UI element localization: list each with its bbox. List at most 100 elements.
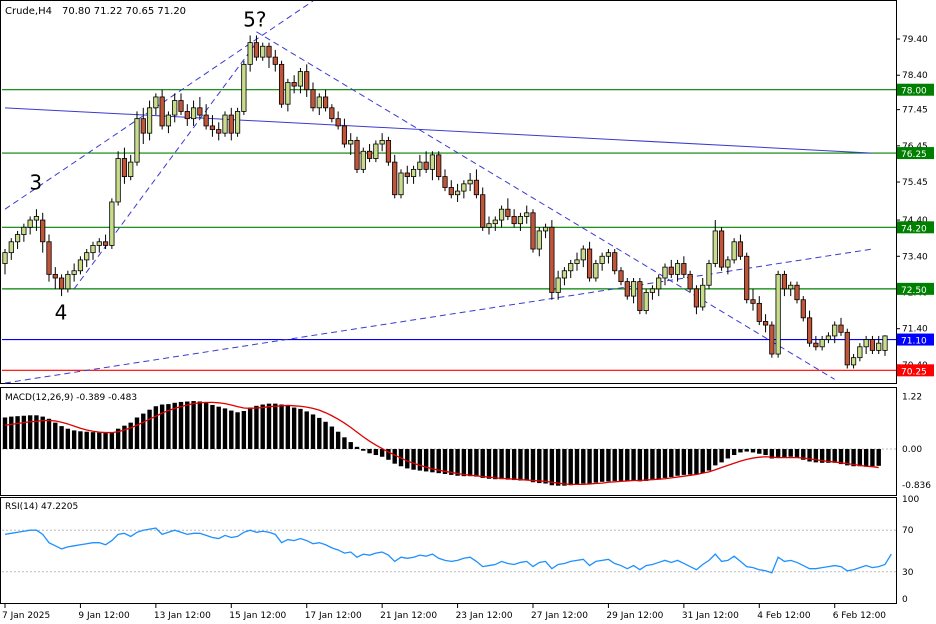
candle-body xyxy=(674,263,681,275)
level-label-box xyxy=(897,221,934,234)
macd-histogram-bar xyxy=(574,448,580,485)
candle-body xyxy=(750,299,756,304)
candle-body xyxy=(121,158,128,178)
time-tick-label: 7 Jan 2025 xyxy=(2,611,50,621)
macd-histogram-bar xyxy=(618,448,624,481)
macd-histogram-bar xyxy=(392,448,397,464)
time-tick-label: 15 Jan 12:00 xyxy=(229,611,286,621)
macd-histogram-bar xyxy=(763,448,768,456)
candle-body xyxy=(222,114,228,134)
candle-body xyxy=(706,263,712,286)
macd-histogram-bar xyxy=(291,407,297,449)
macd-histogram-bar xyxy=(788,448,793,457)
candle-body xyxy=(203,114,209,127)
candle-body xyxy=(146,107,153,134)
time-tick-label: 9 Jan 12:00 xyxy=(78,611,130,621)
candle-body xyxy=(190,107,197,120)
macd-histogram-bar xyxy=(719,448,724,463)
macd-histogram-bar xyxy=(210,404,215,449)
time-tick-label: 17 Jan 12:00 xyxy=(305,611,362,621)
candle-body xyxy=(417,161,423,170)
macd-histogram-bar xyxy=(700,448,705,474)
candle-body xyxy=(84,252,90,261)
candle-body xyxy=(612,252,618,272)
candle-body xyxy=(850,357,857,366)
candle-body xyxy=(33,216,40,221)
candle-body xyxy=(788,284,794,290)
candle-body xyxy=(649,288,656,293)
candle-body xyxy=(857,346,863,359)
macd-tick-label: -0.836 xyxy=(902,481,931,491)
macd-histogram-bar xyxy=(373,448,379,456)
macd-histogram-bar xyxy=(669,448,674,478)
price-tick-label: 77.45 xyxy=(902,106,928,116)
candle-body xyxy=(341,125,348,145)
rsi-tick-label: 70 xyxy=(902,526,914,536)
candle-body xyxy=(310,89,316,109)
macd-histogram-bar xyxy=(738,448,743,453)
macd-histogram-bar xyxy=(71,430,77,449)
macd-tick-label: 1.22 xyxy=(902,392,922,402)
candle-body xyxy=(392,161,398,196)
wave-labels: 3 4 5? xyxy=(29,7,266,324)
candle-body xyxy=(159,96,165,127)
macd-histogram-bar xyxy=(706,448,712,471)
price-tick-label: 74.40 xyxy=(902,216,928,226)
candle-body xyxy=(492,219,498,225)
candle-body xyxy=(806,317,813,344)
candle-body xyxy=(876,342,882,351)
macd-histogram-bar xyxy=(40,416,45,449)
macd-histogram-bar xyxy=(335,431,341,449)
time-tick-label: 21 Jan 12:00 xyxy=(380,611,437,621)
candle-body xyxy=(354,140,360,170)
time-tick-label: 13 Jan 12:00 xyxy=(154,611,211,621)
macd-histogram-bar xyxy=(562,448,567,486)
macd-histogram-bar xyxy=(304,411,309,449)
candle-body xyxy=(586,248,593,279)
macd-histogram-bar xyxy=(59,426,64,449)
macd-histogram-bar xyxy=(317,417,322,449)
candle-body xyxy=(285,82,291,105)
macd-histogram-bar xyxy=(461,448,467,477)
candle-body xyxy=(46,241,52,275)
candle-body xyxy=(480,194,486,228)
macd-histogram-bar xyxy=(593,448,599,483)
macd-histogram-bar xyxy=(499,448,504,480)
candle-body xyxy=(700,284,706,308)
macd-histogram-bar xyxy=(794,448,800,458)
candle-body xyxy=(14,234,21,243)
macd-histogram-bar xyxy=(731,448,737,456)
candle-body xyxy=(52,273,58,279)
macd-histogram-bar xyxy=(555,448,561,486)
macd-histogram-bar xyxy=(524,448,529,481)
macd-histogram-bar xyxy=(9,416,14,449)
macd-histogram-bar xyxy=(367,448,372,454)
macd-histogram-bar xyxy=(266,403,272,449)
candle-body xyxy=(643,292,649,311)
candle-body xyxy=(247,42,253,65)
wave-label: 3 xyxy=(29,170,42,194)
macd-histogram-bar xyxy=(134,417,140,449)
candle-body xyxy=(209,125,216,130)
macd-histogram-bar xyxy=(361,448,366,451)
macd-histogram-bar xyxy=(222,408,228,449)
candle-body xyxy=(216,129,222,134)
candle-body xyxy=(656,277,662,290)
macd-histogram-bar xyxy=(581,448,586,484)
time-tick-label: 29 Jan 12:00 xyxy=(606,611,663,621)
macd-histogram-bar xyxy=(543,448,548,484)
candle-body xyxy=(316,96,322,109)
candle-body xyxy=(165,114,172,127)
candle-body xyxy=(253,42,260,58)
macd-histogram-bar xyxy=(675,448,680,476)
candle-body xyxy=(473,179,480,196)
candle-body xyxy=(681,263,687,275)
price-tick-label: 71.40 xyxy=(902,325,928,335)
time-tick-label: 6 Feb 12:00 xyxy=(833,611,887,621)
macd-histogram-bar xyxy=(405,448,410,469)
candle-body xyxy=(530,212,536,250)
candle-body xyxy=(71,270,77,275)
macd-histogram-bar xyxy=(813,448,819,463)
time-axis: 7 Jan 2025 9 Jan 12:00 13 Jan 12:00 15 Jan … xyxy=(2,604,886,621)
